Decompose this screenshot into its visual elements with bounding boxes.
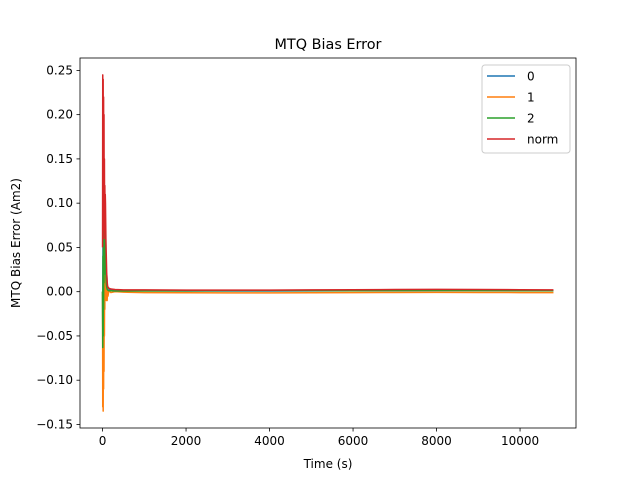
y-tick-label: 0.15 (46, 152, 73, 166)
legend-label-0: 0 (527, 70, 535, 84)
x-tick-label: 4000 (254, 434, 285, 448)
y-tick-label: 0.25 (46, 63, 73, 77)
series-line-norm (101, 74, 554, 291)
y-tick-label: −0.10 (36, 373, 73, 387)
x-tick-label: 2000 (171, 434, 202, 448)
x-tick-label: 0 (99, 434, 107, 448)
series-layer (101, 74, 554, 412)
y-tick-label: 0.00 (46, 285, 73, 299)
chart-title: MTQ Bias Error (275, 37, 382, 53)
y-axis-title: MTQ Bias Error (Am2) (9, 178, 23, 308)
y-tick-label: 0.05 (46, 240, 73, 254)
y-tick-label: 0.20 (46, 108, 73, 122)
x-tick-label: 10000 (501, 434, 539, 448)
legend-label-2: 2 (527, 112, 535, 126)
legend: 0 1 2 norm (481, 64, 571, 154)
x-axis-title: Time (s) (303, 457, 353, 471)
legend-label-norm: norm (527, 133, 558, 147)
x-axis: 0 2000 4000 6000 8000 10000 (99, 428, 539, 448)
plot-frame (79, 57, 577, 429)
series-line-1 (101, 264, 554, 412)
x-tick-label: 8000 (421, 434, 452, 448)
y-tick-label: −0.05 (36, 329, 73, 343)
x-tick-label: 6000 (338, 434, 369, 448)
y-tick-label: −0.15 (36, 417, 73, 431)
series-line-2 (101, 202, 554, 349)
legend-box (481, 64, 571, 154)
y-axis: −0.15 −0.10 −0.05 0.00 0.05 0.10 0.15 0.20 0.25 (36, 63, 80, 431)
y-tick-label: 0.10 (46, 196, 73, 210)
legend-label-1: 1 (527, 91, 535, 105)
